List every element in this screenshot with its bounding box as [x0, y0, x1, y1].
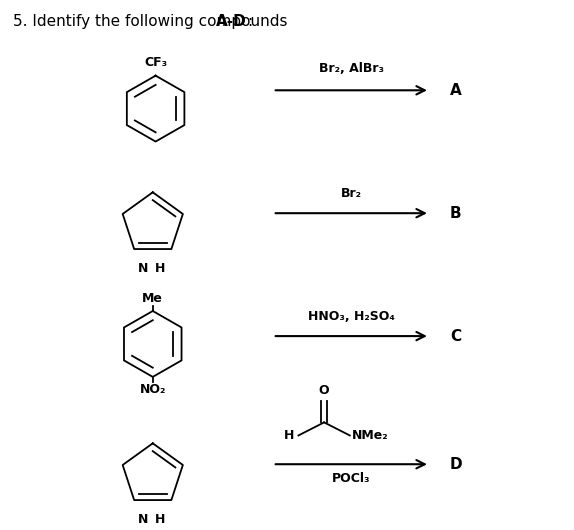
- Text: N: N: [138, 262, 148, 275]
- Text: NMe₂: NMe₂: [351, 429, 388, 442]
- Text: 5. Identify the following compounds: 5. Identify the following compounds: [13, 14, 292, 30]
- Text: Br₂: Br₂: [341, 187, 362, 200]
- Text: O: O: [319, 384, 329, 398]
- Text: Me: Me: [142, 292, 163, 305]
- Text: HNO₃, H₂SO₄: HNO₃, H₂SO₄: [308, 310, 395, 323]
- Text: A: A: [450, 83, 461, 98]
- Text: CF₃: CF₃: [144, 56, 167, 69]
- Text: POCl₃: POCl₃: [332, 472, 371, 485]
- Text: H: H: [154, 262, 165, 275]
- Text: C: C: [450, 329, 461, 343]
- Text: A-D: A-D: [216, 14, 246, 30]
- Text: NO₂: NO₂: [139, 383, 166, 396]
- Text: H: H: [154, 513, 165, 526]
- Text: B: B: [450, 206, 461, 220]
- Text: :: :: [247, 14, 252, 30]
- Text: H: H: [284, 429, 294, 442]
- Text: N: N: [138, 513, 148, 526]
- Text: D: D: [450, 457, 463, 472]
- Text: Br₂, AlBr₃: Br₂, AlBr₃: [319, 61, 384, 75]
